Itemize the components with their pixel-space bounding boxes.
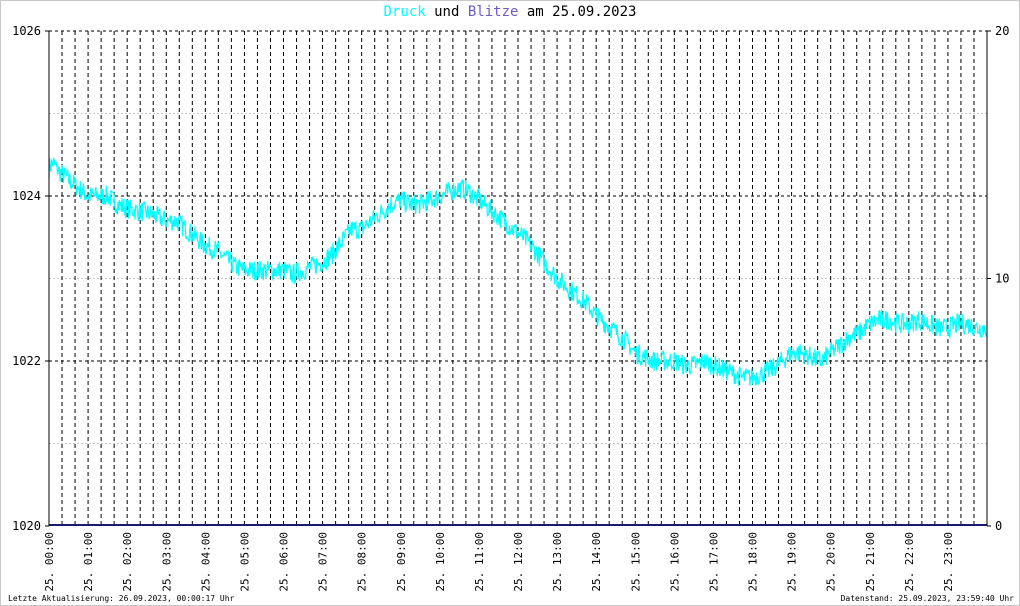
footer-data-status: Datenstand: 25.09.2023, 23:59:40 Uhr — [840, 594, 1014, 603]
x-tick-label: 25. 21:00 — [864, 532, 877, 592]
x-tick-label: 25. 04:00 — [199, 532, 212, 592]
x-tick-label: 25. 11:00 — [473, 532, 486, 592]
footer-last-update: Letzte Aktualisierung: 26.09.2023, 00:00… — [8, 594, 235, 603]
title-series-druck: Druck — [383, 4, 426, 20]
x-tick-label: 25. 07:00 — [317, 532, 330, 592]
x-tick-label: 25. 19:00 — [786, 532, 799, 592]
chart-title: Druck und Blitze am 25.09.2023 — [0, 4, 1020, 20]
x-tick-label: 25. 12:00 — [512, 532, 525, 592]
x-tick-label: 25. 01:00 — [82, 532, 95, 592]
title-conjunction: und — [434, 4, 460, 20]
x-tick-label: 25. 05:00 — [238, 532, 251, 592]
x-tick-label: 25. 00:00 — [43, 532, 56, 592]
x-tick-label: 25. 08:00 — [356, 532, 369, 592]
x-tick-label: 25. 06:00 — [278, 532, 291, 592]
x-tick-label: 25. 09:00 — [395, 532, 408, 592]
x-tick-label: 25. 23:00 — [942, 532, 955, 592]
y-left-tick-label: 1020 — [12, 519, 41, 533]
x-tick-label: 25. 15:00 — [629, 532, 642, 592]
x-tick-label: 25. 03:00 — [160, 532, 173, 592]
x-tick-label: 25. 14:00 — [590, 532, 603, 592]
title-series-blitze: Blitze — [467, 4, 519, 20]
x-tick-label: 25. 02:00 — [121, 532, 134, 592]
y-right-tick-label: 0 — [995, 519, 1002, 533]
x-tick-label: 25. 13:00 — [551, 532, 564, 592]
y-right-tick-label: 10 — [995, 272, 1009, 286]
y-left-tick-label: 1026 — [12, 24, 41, 38]
title-date: am 25.09.2023 — [526, 4, 637, 20]
x-tick-label: 25. 22:00 — [903, 532, 916, 592]
y-left-tick-label: 1022 — [12, 354, 41, 368]
x-tick-label: 25. 10:00 — [434, 532, 447, 592]
y-right-tick-label: 20 — [995, 24, 1009, 38]
x-tick-label: 25. 16:00 — [668, 532, 681, 592]
x-tick-label: 25. 20:00 — [825, 532, 838, 592]
x-tick-label: 25. 17:00 — [707, 532, 720, 592]
series-line-druck — [48, 156, 988, 386]
y-left-tick-label: 1024 — [12, 189, 41, 203]
x-tick-label: 25. 18:00 — [747, 532, 760, 592]
